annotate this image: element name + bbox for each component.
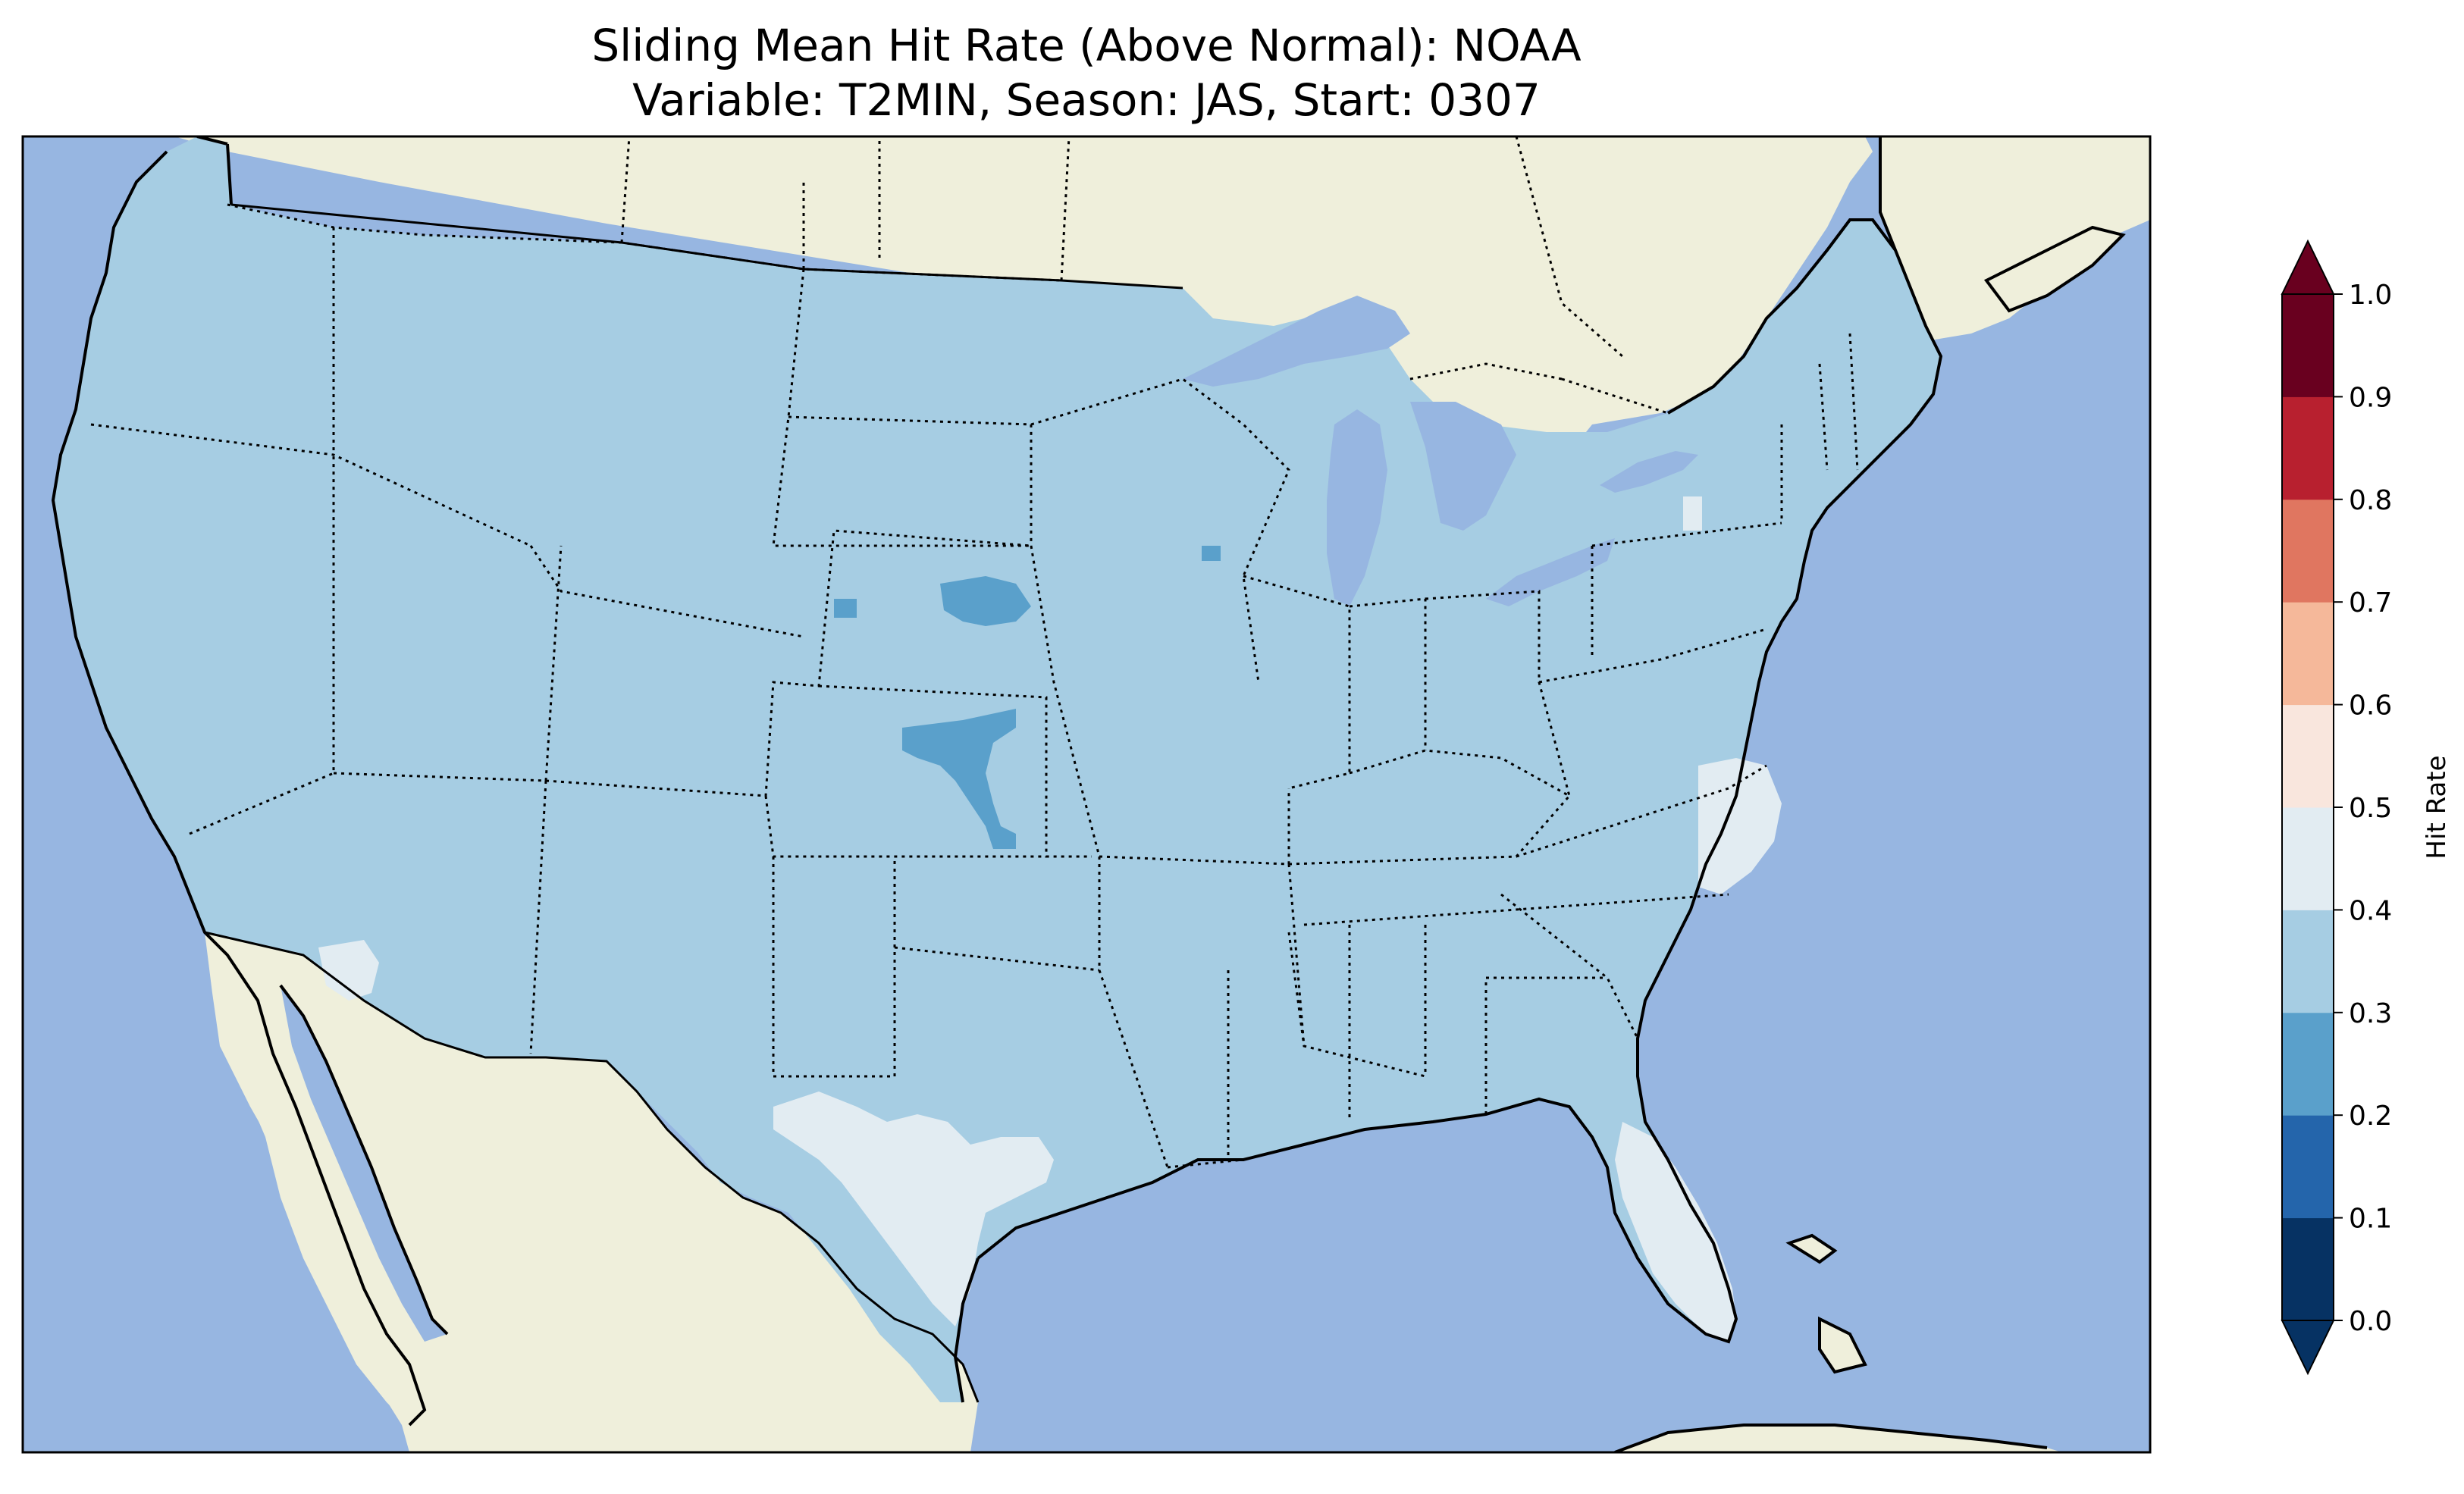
colorbar-ticks: 0.0 0.1 0.2 0.3 0.4 0.5 0.6 0.7 0.8 0.9 1.0 (2334, 280, 2392, 1337)
colorbar-tick-label: 0.8 (2349, 485, 2392, 516)
title-line-2: Variable: T2MIN, Season: JAS, Start: 030… (632, 74, 1541, 126)
colorbar-tick-label: 1.0 (2349, 280, 2392, 311)
colorbar-tick-label: 0.4 (2349, 895, 2392, 926)
cuba-land (1615, 1425, 2062, 1452)
hit-rate-0.4-0.5-arizona (318, 940, 379, 1001)
colorbar-tick-label: 0.9 (2349, 382, 2392, 413)
mexico-land (205, 932, 978, 1452)
colorbar-bin-0.8-0.9 (2282, 396, 2334, 500)
colorbar-over-triangle (2281, 239, 2335, 295)
lake-huron (1410, 402, 1516, 531)
colorbar-label: Hit Rate (2422, 755, 2452, 859)
colorbar-tick-label: 0.5 (2349, 793, 2392, 824)
colorbar-bin-0.5-0.6 (2282, 704, 2334, 808)
bahamas-land (1789, 1236, 1835, 1262)
hit-rate-0.2-0.3-kansas (902, 709, 1016, 849)
state-borders (90, 136, 1859, 1169)
colorbar-bin-0.0-0.1 (2282, 1217, 2334, 1321)
title-line-1: Sliding Mean Hit Rate (Above Normal): NO… (591, 20, 1582, 71)
colorbar-tick-label: 0.7 (2349, 587, 2392, 619)
nova-scotia-land (1986, 227, 2123, 311)
colorbar-bins (2282, 294, 2334, 1321)
hit-rate-0.2-0.3-iowa (1202, 546, 1221, 561)
gulf-of-california (281, 985, 447, 1342)
map-title: Sliding Mean Hit Rate (Above Normal): NO… (21, 18, 2152, 127)
lake-erie (1486, 538, 1615, 606)
colorbar-tick-label: 0.1 (2349, 1204, 2392, 1235)
colorbar-bin-0.3-0.4 (2282, 910, 2334, 1013)
colorbar-bin-0.2-0.3 (2282, 1012, 2334, 1116)
lake-ontario (1600, 451, 1698, 493)
hit-rate-0.2-0.3-nebraska (940, 576, 1031, 626)
pei-land (2039, 196, 2100, 214)
colorbar-bin-0.6-0.7 (2282, 602, 2334, 706)
colorbar-tick-label: 0.0 (2349, 1306, 2392, 1337)
bahamas-land-2 (1820, 1319, 1865, 1372)
colorbar-bin-0.9-1.0 (2282, 294, 2334, 397)
colorbar-tick-label: 0.2 (2349, 1101, 2392, 1132)
colorbar-tick-label: 0.3 (2349, 998, 2392, 1029)
map-frame (21, 135, 2152, 1454)
hit-rate-0.2-0.3-nebraska-small (834, 599, 857, 618)
map-content (23, 136, 2150, 1452)
colorbar-tick-label: 0.6 (2349, 691, 2392, 722)
colorbar-bin-0.7-0.8 (2282, 499, 2334, 603)
colorbar-bin-0.4-0.5 (2282, 807, 2334, 910)
maritimes-land (1873, 136, 2150, 356)
lake-michigan (1327, 409, 1387, 606)
colorbar-under-triangle (2281, 1320, 2335, 1376)
hit-rate-0.4-0.5-new-york (1683, 496, 1702, 531)
hit-rate-0.4-0.5-texas (773, 1092, 1054, 1326)
international-border (204, 203, 1183, 1403)
hit-rate-0.4-0.5-florida (1615, 1122, 1736, 1342)
colorbar-bin-0.1-0.2 (2282, 1115, 2334, 1219)
coastline (51, 136, 2126, 1452)
lake-superior (1183, 296, 1410, 387)
